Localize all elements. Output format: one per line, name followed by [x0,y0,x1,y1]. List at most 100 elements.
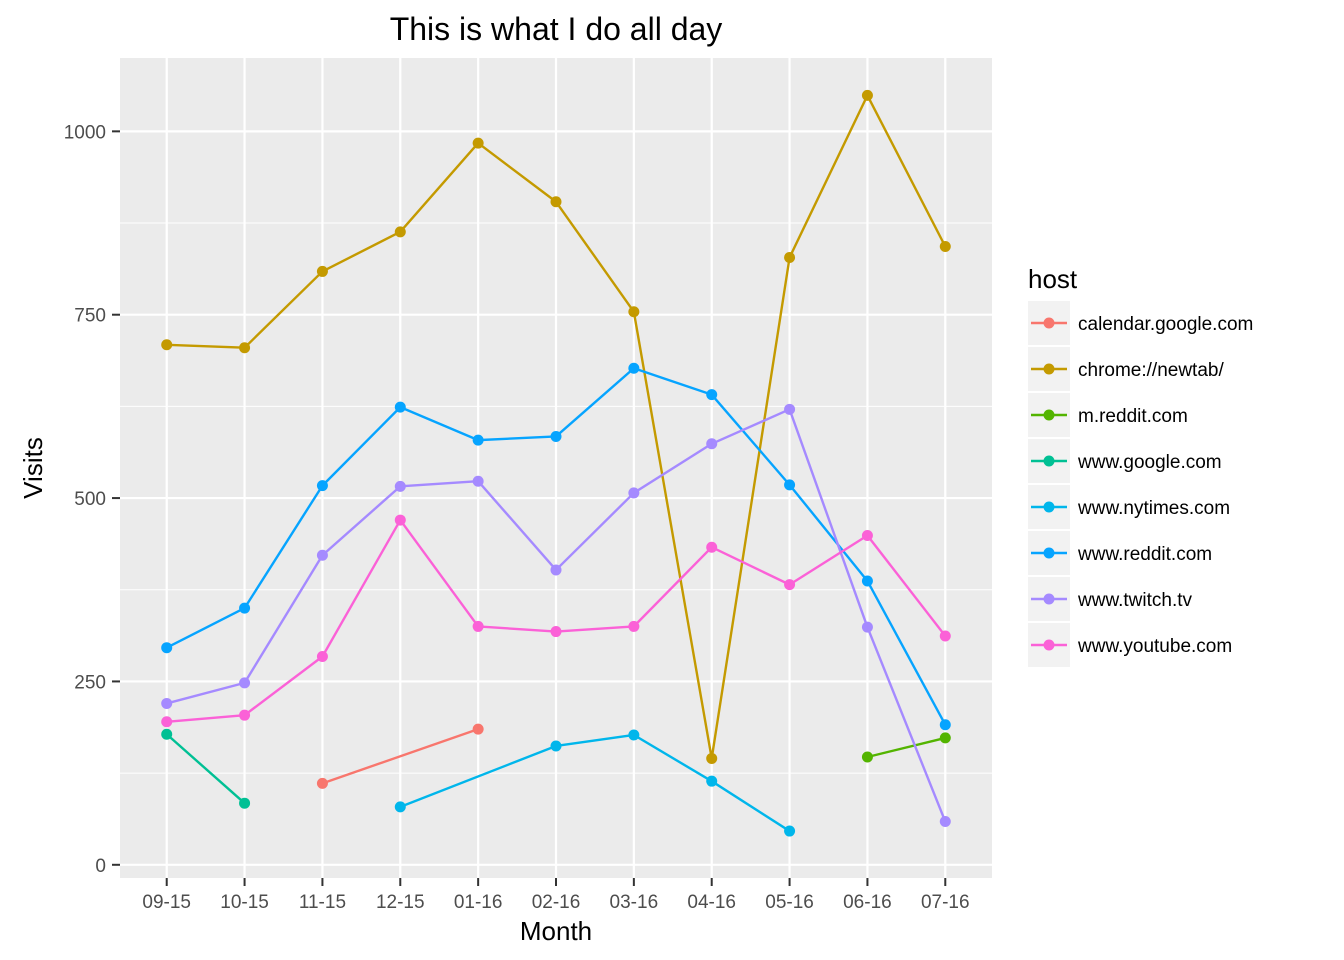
data-point [161,728,173,740]
data-point [316,650,328,662]
legend: host calendar.google.com chrome://newtab/… [1028,264,1253,667]
legend-item: calendar.google.com [1028,301,1253,345]
data-point [394,226,406,238]
data-point [784,479,796,491]
legend-items: calendar.google.com chrome://newtab/m.red… [1028,301,1253,667]
series-chrome-newtab- [161,89,951,764]
series-www-reddit-com [161,362,951,731]
data-point [239,797,251,809]
data-point [628,729,640,741]
data-point [706,389,718,401]
x-tick-label: 04-16 [687,892,736,913]
data-point [550,626,562,638]
data-point [316,480,328,492]
data-point [472,620,484,632]
data-point [628,306,640,318]
legend-item: www.google.com [1028,439,1222,483]
y-tick-label: 1000 [64,122,106,143]
legend-item: www.reddit.com [1028,531,1212,575]
legend-key-point [1043,639,1055,651]
legend-label: www.nytimes.com [1077,498,1230,519]
data-point [550,740,562,752]
series-line [165,733,246,805]
data-point [550,196,562,208]
x-tick-label: 05-16 [765,892,814,913]
legend-label: www.google.com [1077,452,1222,473]
y-axis: 0 250 500 750 1000 [64,122,120,877]
x-axis: 09-15 10-15 11-15 12-15 01-16 02-16 03-16 04-16… [142,878,970,913]
data-point [861,529,873,541]
legend-label: www.twitch.tv [1077,590,1193,611]
data-point [706,541,718,553]
data-point [861,575,873,587]
data-point [239,342,251,354]
data-point [239,709,251,721]
series-layer [161,89,951,837]
legend-key-point [1043,501,1055,513]
y-tick-label: 0 [95,856,106,877]
data-point [316,777,328,789]
data-point [394,480,406,492]
data-point [628,362,640,374]
x-tick-label: 02-16 [532,892,581,913]
data-point [394,514,406,526]
data-point [316,265,328,277]
legend-label: m.reddit.com [1078,406,1188,427]
legend-key-point [1043,317,1055,329]
legend-label: calendar.google.com [1078,314,1253,335]
data-point [472,137,484,149]
legend-item: www.youtube.com [1028,623,1232,667]
data-point [861,751,873,763]
x-tick-label: 09-15 [142,892,191,913]
series-calendar-google-com [316,723,484,789]
series-line [867,736,946,759]
data-point [628,620,640,632]
legend-item: www.nytimes.com [1028,485,1230,529]
y-axis-title: Visits [18,437,48,499]
data-point [472,434,484,446]
data-point [239,602,251,614]
y-tick-label: 250 [74,672,106,693]
x-tick-label: 10-15 [220,892,269,913]
data-point [861,89,873,101]
legend-key-point [1043,455,1055,467]
x-axis-title: Month [520,916,592,946]
data-point [939,719,951,731]
x-tick-label: 01-16 [454,892,503,913]
data-point [394,801,406,813]
data-point [161,339,173,351]
data-point [472,723,484,735]
series-www-twitch-tv [161,403,951,828]
data-point [706,775,718,787]
x-tick-label: 11-15 [299,892,346,913]
data-point [706,752,718,764]
legend-key-point [1043,363,1055,375]
legend-item: m.reddit.com [1028,393,1188,437]
data-point [939,240,951,252]
data-point [939,732,951,744]
series-line [322,727,479,785]
legend-label: www.youtube.com [1077,636,1232,657]
data-point [784,403,796,415]
data-point [939,630,951,642]
series-m-reddit-com [861,732,951,763]
data-point [861,621,873,633]
legend-key-point [1043,409,1055,421]
legend-item: chrome://newtab/ [1028,347,1224,391]
data-point [939,816,951,828]
data-point [316,549,328,561]
data-point [784,579,796,591]
y-tick-label: 500 [74,489,106,510]
chart-title: This is what I do all day [390,11,723,47]
data-point [706,438,718,450]
legend-key-point [1043,593,1055,605]
y-tick-label: 750 [74,306,106,327]
x-tick-label: 03-16 [610,892,659,913]
data-point [239,677,251,689]
data-point [161,697,173,709]
data-point [394,401,406,413]
data-point [784,825,796,837]
series-www-nytimes-com [394,729,796,837]
data-point [472,475,484,487]
